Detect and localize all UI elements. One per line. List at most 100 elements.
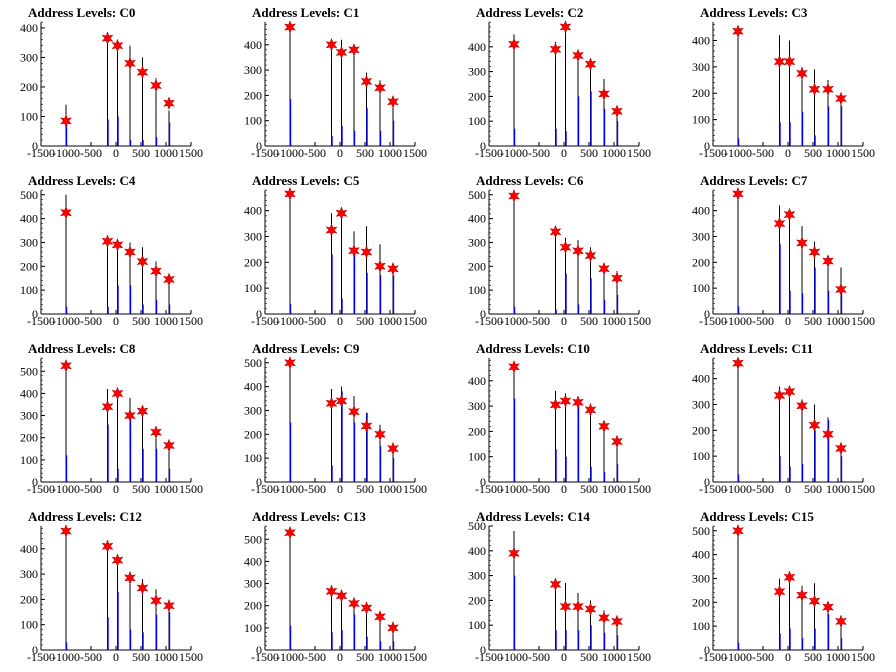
x-tick-label: -500 (752, 146, 774, 160)
red-star-icon (335, 588, 348, 603)
red-star-icon (796, 588, 808, 603)
red-star-icon (572, 243, 584, 258)
y-tick-label: 300 (20, 50, 38, 64)
x-tick-label: 1000 (602, 482, 626, 496)
chart-panel: Address Levels: C6 0 100 200 300 400 500 -1500-… (448, 168, 672, 336)
x-tick-label: 1500 (403, 482, 427, 496)
red-star-icon (559, 394, 572, 408)
y-tick-label: 100 (468, 114, 486, 128)
x-tick-label: 1000 (826, 314, 850, 328)
x-tick-label: -1000 (500, 482, 528, 496)
y-tick-label: 200 (692, 255, 710, 269)
x-tick-label: -1500 (475, 314, 503, 328)
red-star-icon (348, 596, 360, 611)
y-tick-label: 300 (468, 399, 486, 413)
x-tick-label: 500 (356, 314, 374, 328)
x-tick-label: 500 (356, 146, 374, 160)
red-star-icon (360, 74, 373, 89)
red-star-icon (808, 82, 821, 97)
red-star-icon (584, 248, 597, 263)
chart-panel: Address Levels: C15 0 100 200 300 400 500 -1500… (672, 504, 896, 672)
red-star-icon (387, 261, 399, 276)
x-tick-label: 0 (337, 314, 343, 328)
x-tick-label: -1000 (724, 146, 752, 160)
x-tick-label: -1500 (27, 482, 55, 496)
chart-panel: Address Levels: C3 0 100 200 300 400 -1500 -100… (672, 0, 896, 168)
y-tick-label: 300 (692, 230, 710, 244)
red-star-icon (822, 600, 834, 614)
chart-title: Address Levels: C3 (700, 5, 808, 20)
red-star-icon (150, 593, 162, 608)
y-tick-label: 0 (480, 307, 486, 321)
red-star-icon (348, 404, 360, 419)
y-tick-label: 0 (32, 307, 38, 321)
y-tick-label: 0 (480, 643, 486, 657)
x-tick-label: 500 (580, 314, 598, 328)
y-tick-label: 0 (704, 643, 710, 657)
y-tick-label: 300 (692, 571, 710, 585)
red-star-icon (835, 614, 847, 629)
y-tick-label: 0 (704, 139, 710, 153)
red-star-icon (572, 395, 584, 410)
chart-plot: 0 100 200 300 400 -1500-1000 -500 0 500 1000 1500 (692, 186, 875, 328)
red-star-icon (150, 78, 162, 93)
y-tick-label: 400 (244, 204, 262, 218)
x-tick-label: 500 (804, 314, 822, 328)
red-star-icon (325, 37, 338, 52)
x-tick-label: 1000 (826, 650, 850, 664)
x-tick-label: 0 (337, 482, 343, 496)
red-star-icon (773, 54, 786, 69)
red-star-icon (325, 584, 338, 599)
red-star-icon (835, 282, 847, 297)
y-tick-label: 400 (20, 21, 38, 35)
y-tick-label: 500 (244, 356, 262, 370)
x-tick-label: 1000 (154, 314, 178, 328)
red-star-icon (584, 57, 597, 72)
y-tick-label: 200 (468, 593, 486, 607)
chart-plot: 0 100 200 300 400 -1500-1000 -500 0 500 1000 1500 (692, 22, 875, 160)
red-star-icon (783, 570, 796, 585)
x-tick-label: -1500 (475, 650, 503, 664)
red-star-icon (335, 206, 348, 221)
red-star-icon (111, 386, 124, 401)
chart-title: Address Levels: C1 (252, 5, 360, 20)
chart-plot: 0 100 200 300 400 500 -1500-1000 -500 0 500 1000 15… (692, 524, 875, 664)
red-star-icon (783, 384, 796, 399)
y-tick-label: 0 (32, 643, 38, 657)
y-tick-label: 100 (244, 451, 262, 465)
red-star-icon (572, 599, 584, 614)
y-tick-label: 200 (20, 431, 38, 445)
y-tick-label: 300 (468, 65, 486, 79)
x-tick-label: 0 (785, 650, 791, 664)
chart-title: Address Levels: C7 (700, 173, 808, 188)
x-tick-label: -1000 (500, 146, 528, 160)
y-tick-label: 400 (244, 380, 262, 394)
y-tick-label: 0 (32, 139, 38, 153)
x-tick-label: 1500 (627, 650, 651, 664)
red-star-icon (360, 245, 373, 259)
x-tick-label: -1000 (724, 650, 752, 664)
red-star-icon (611, 434, 623, 449)
y-tick-label: 200 (468, 259, 486, 273)
red-star-icon (163, 598, 175, 613)
y-tick-label: 100 (468, 450, 486, 464)
chart-title: Address Levels: C15 (700, 509, 814, 524)
chart-plot: 0 100 200 300 400 -1500-1000 -500 0 500 1000 1500 (244, 20, 427, 160)
x-tick-label: -500 (304, 314, 326, 328)
x-tick-label: -1000 (276, 314, 304, 328)
chart-panel: Address Levels: C14 0 100 200 300 400 500 -1500… (448, 504, 672, 672)
x-tick-label: -1500 (699, 482, 727, 496)
red-star-icon (598, 261, 610, 276)
y-tick-label: 400 (692, 548, 710, 562)
red-star-icon (822, 254, 834, 268)
red-star-icon (796, 66, 808, 81)
y-tick-label: 400 (468, 374, 486, 388)
x-tick-label: 1000 (154, 146, 178, 160)
chart-panel: Address Levels: C2 0 100 200 300 400 -1500 -100… (448, 0, 672, 168)
x-tick-label: -1000 (52, 314, 80, 328)
red-star-icon (325, 223, 338, 237)
x-tick-label: -1000 (276, 146, 304, 160)
red-star-icon (822, 427, 834, 442)
x-tick-label: -1500 (251, 650, 279, 664)
